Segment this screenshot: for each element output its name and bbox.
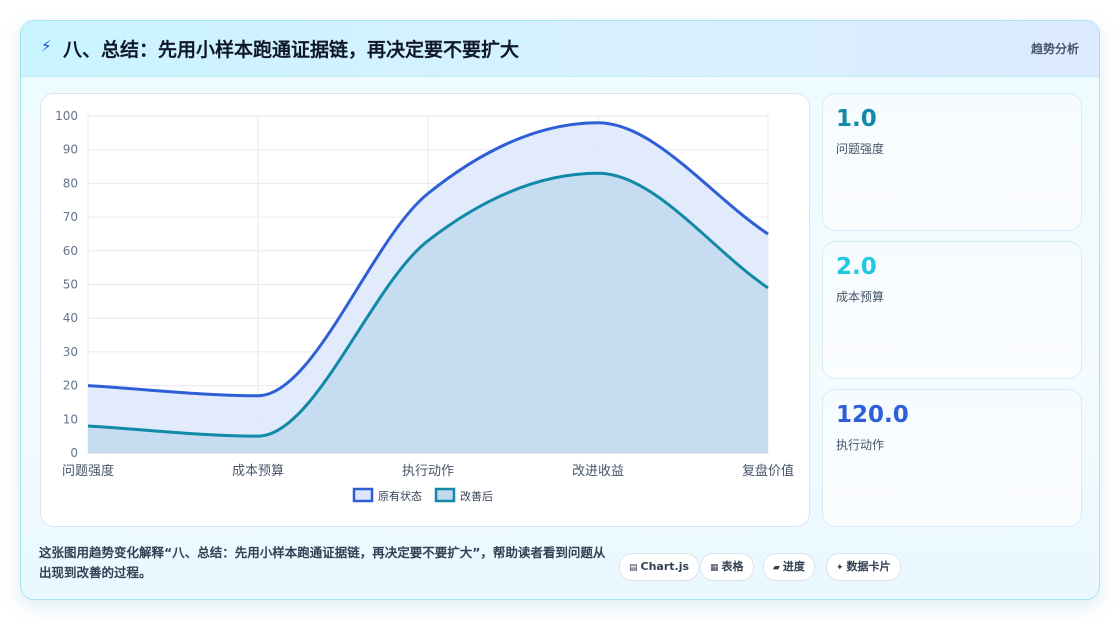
card-title: 八、总结：先用小样本跑通证据链，再决定要不要扩大 [63,39,520,61]
sparkle-icon: ✦ [836,563,844,573]
stat-label: 问题强度 [836,142,885,156]
stat-card-cost-budget: 2.0 成本预算 [822,241,1082,379]
y-tick-label: 80 [63,176,78,190]
legend-swatch [352,487,374,503]
y-tick-label: 20 [63,379,78,393]
summary-card: ⚡ 八、总结：先用小样本跑通证据链，再决定要不要扩大 趋势分析 0 10 20 30 4… [20,20,1100,600]
stat-card-execution: 120.0 执行动作 [822,389,1082,527]
y-tick-label: 90 [63,143,78,157]
x-tick-label: 问题强度 [62,463,114,479]
stat-label: 成本预算 [836,290,885,304]
pill-label: 进度 [782,560,805,573]
chart-canvas: 0 10 20 30 40 50 60 70 80 90 100 问题强度 成本预算 执行动作 改进收益 复盘… [55,109,794,503]
legend-swatch [434,487,456,503]
progress-icon: ▰ [773,563,780,573]
chart-description: 这张图用趋势变化解释“八、总结：先用小样本跑通证据链，再决定要不要扩大”，帮助读… [39,545,606,580]
legend-label: 改善后 [460,489,493,503]
card-header: ⚡ 八、总结：先用小样本跑通证据链，再决定要不要扩大 趋势分析 [21,21,1099,77]
pill-label: 数据卡片 [846,560,891,573]
pill-progress[interactable]: ▰ 进度 [763,553,815,581]
y-tick-label: 0 [70,446,78,460]
stat-value: 120.0 [836,402,909,428]
x-tick-label: 执行动作 [402,464,454,479]
chart-icon: ▤ [629,563,638,573]
y-tick-label: 30 [63,345,78,359]
table-icon: ▦ [710,563,719,573]
lightning-icon: ⚡ [41,37,52,55]
y-tick-label: 40 [63,311,78,325]
pill-data-card[interactable]: ✦ 数据卡片 [826,553,901,581]
pill-label: 表格 [721,560,744,573]
y-tick-label: 100 [55,109,78,123]
x-tick-label: 复盘价值 [742,463,794,479]
stat-label: 执行动作 [836,438,885,452]
area-chart: 0 10 20 30 40 50 60 70 80 90 100 问题强度 成本预算 执行动作 改进收益 复盘… [40,93,810,527]
x-tick-label: 改进收益 [572,464,624,479]
pill-label: Chart.js [640,560,690,573]
x-tick-label: 成本预算 [232,464,284,479]
y-tick-label: 10 [63,412,78,426]
y-tick-label: 60 [63,244,78,258]
stat-value: 2.0 [836,254,877,280]
stat-card-problem-intensity: 1.0 问题强度 [822,93,1082,231]
pill-table[interactable]: ▦ 表格 [700,553,754,581]
area-fill-1 [88,173,768,453]
legend-label: 原有状态 [378,489,422,503]
category-tag: 趋势分析 [1030,42,1079,56]
series-line-0 [87,121,769,398]
y-tick-label: 50 [63,278,78,292]
series-line-1 [87,171,769,438]
stat-value: 1.0 [836,106,877,132]
pill-chartjs[interactable]: ▤ Chart.js [619,553,700,581]
y-tick-label: 70 [63,210,78,224]
